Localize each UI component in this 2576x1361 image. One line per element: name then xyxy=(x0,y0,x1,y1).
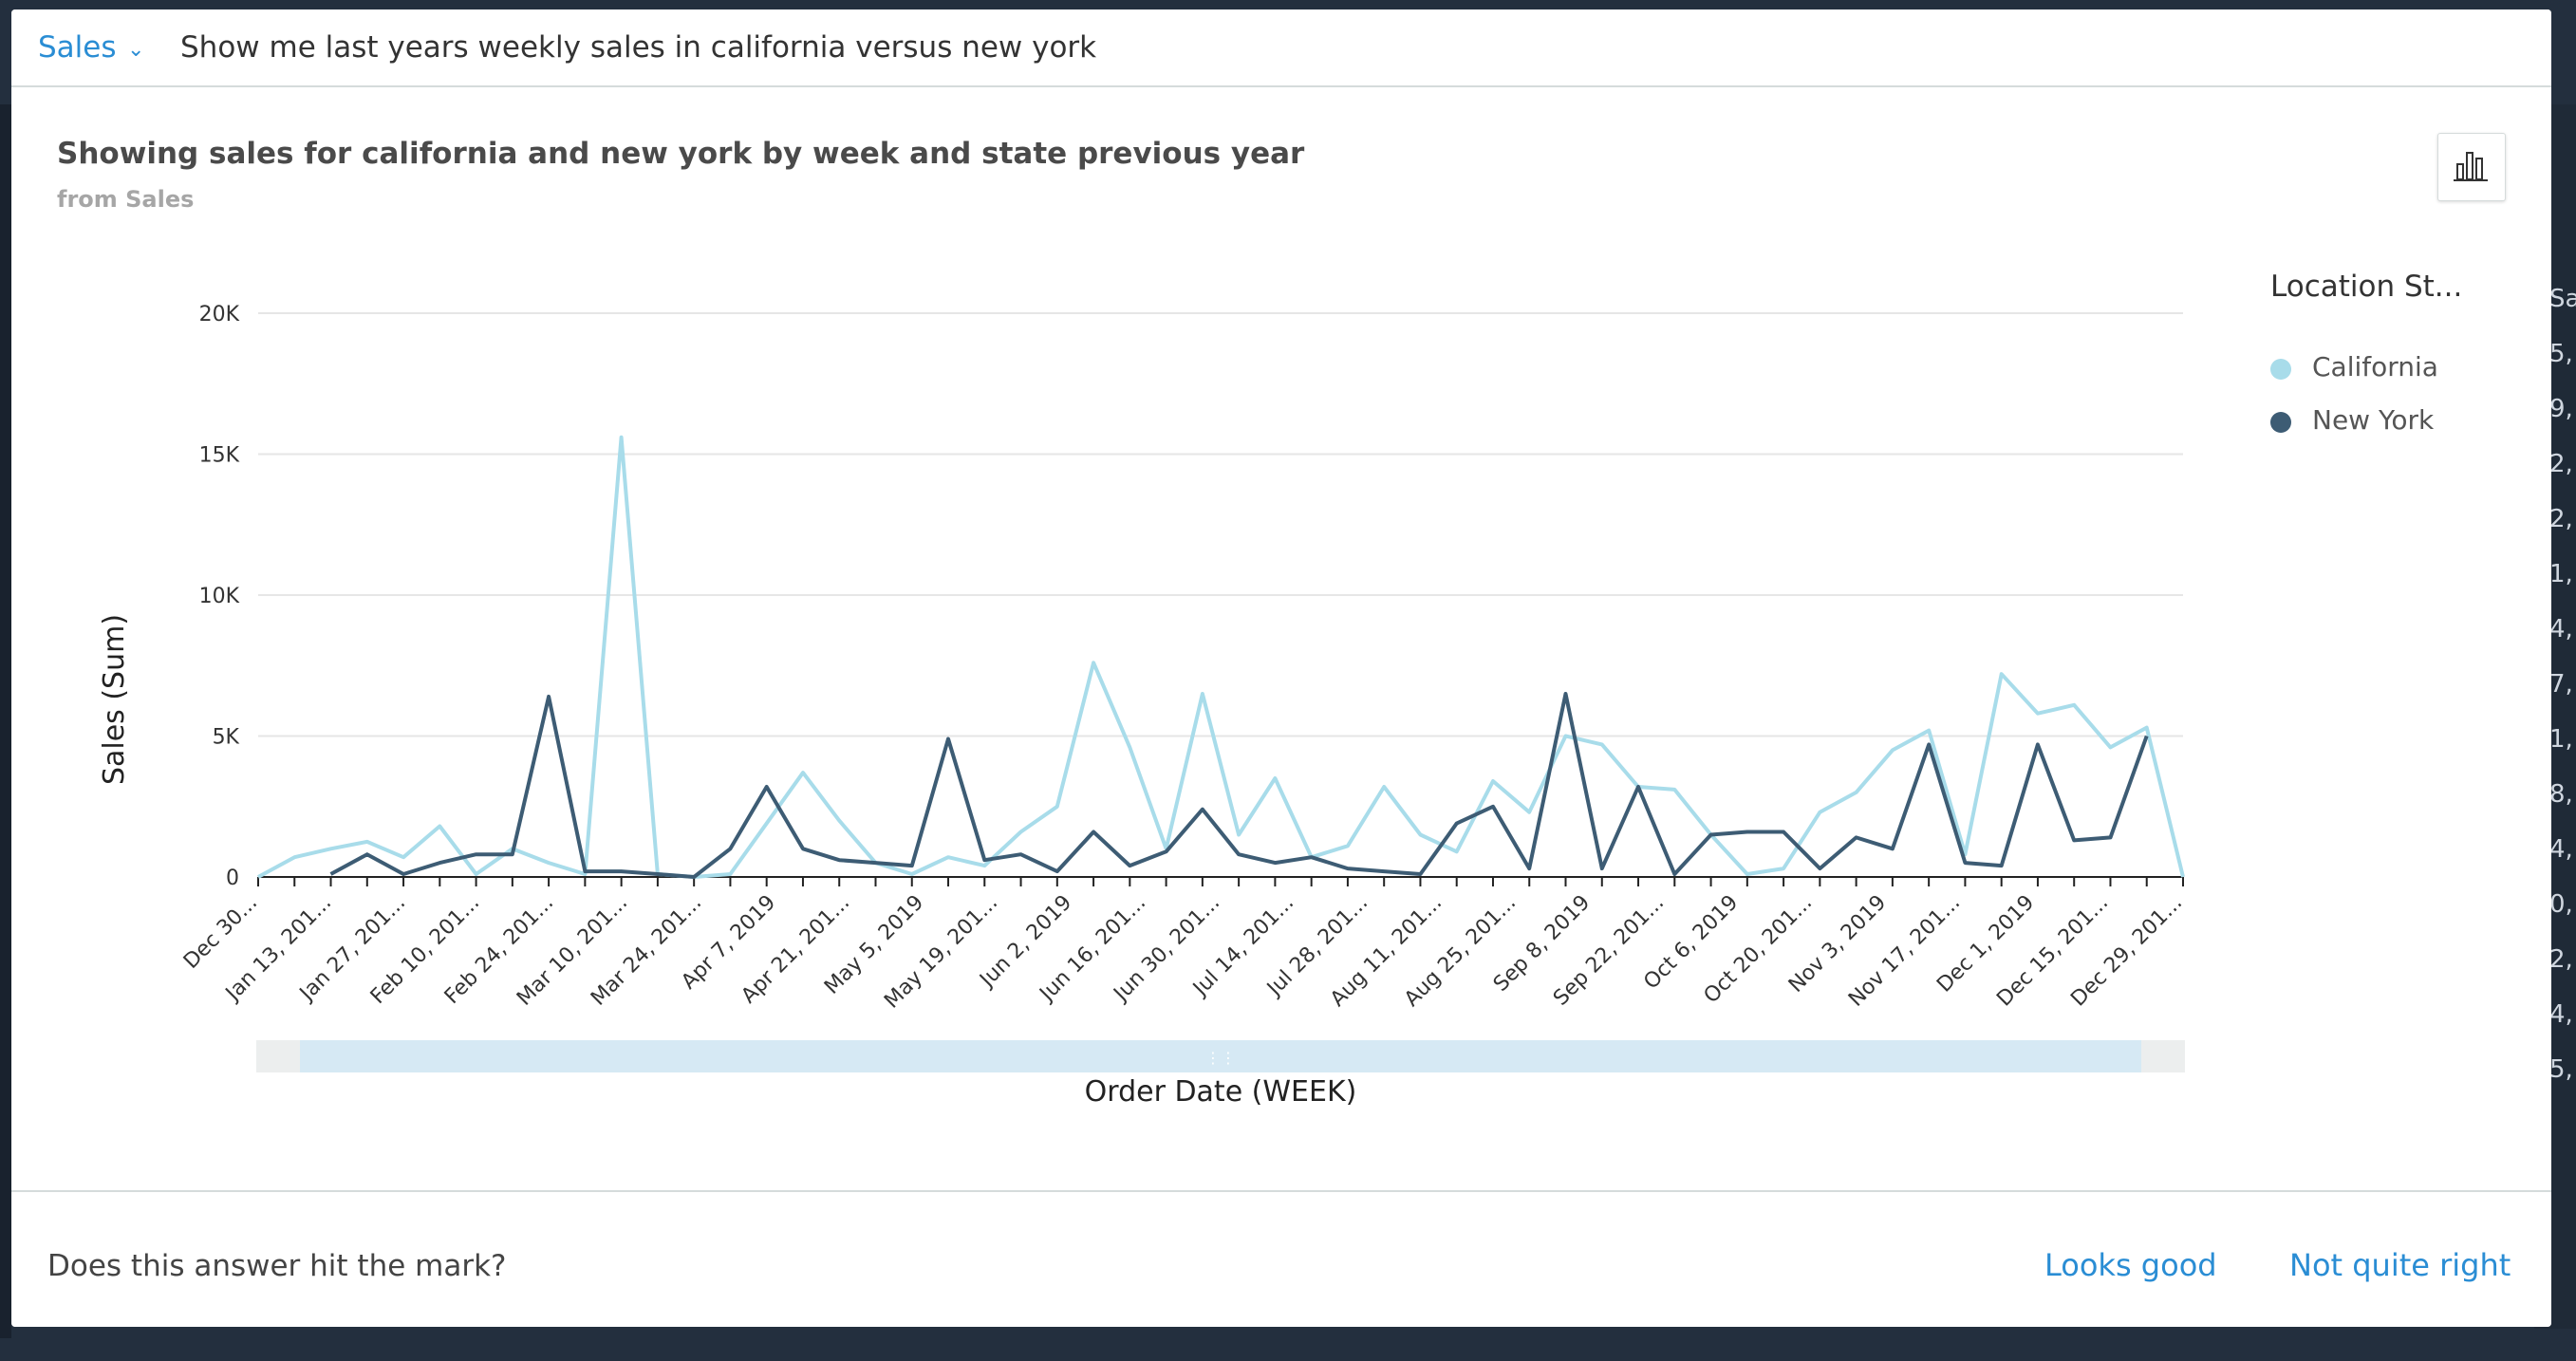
range-slider-left-handle[interactable] xyxy=(256,1040,300,1072)
looks-good-button[interactable]: Looks good xyxy=(2044,1247,2217,1283)
feedback-question: Does this answer hit the mark? xyxy=(47,1249,507,1283)
background-value: 9, xyxy=(2549,395,2573,423)
background-value: 2, xyxy=(2549,505,2573,533)
range-slider-selection[interactable] xyxy=(300,1040,2141,1072)
topic-selector[interactable]: Sales xyxy=(38,30,117,65)
range-slider-grip-icon[interactable]: ⋮⋮ xyxy=(1205,1049,1236,1067)
y-tick-label: 5K xyxy=(213,726,240,750)
background-value: 5, xyxy=(2549,1055,2573,1084)
background-value: 4, xyxy=(2549,615,2573,643)
legend-label-new-york: New York xyxy=(2312,404,2435,436)
y-tick-label: 10K xyxy=(199,585,240,608)
chart-type-button[interactable] xyxy=(2437,133,2506,201)
bar-chart-icon xyxy=(2454,152,2488,181)
legend-label-california: California xyxy=(2312,351,2438,382)
y-axis-title: Sales (Sum) xyxy=(98,614,131,785)
background-value: 2, xyxy=(2549,450,2573,478)
not-quite-right-button[interactable]: Not quite right xyxy=(2289,1247,2511,1283)
chevron-down-icon[interactable]: ⌄ xyxy=(127,38,145,62)
background-value: 1, xyxy=(2549,560,2573,588)
answer-source: from Sales xyxy=(57,186,195,213)
background-left-panel xyxy=(0,104,11,1338)
background-value: 4, xyxy=(2549,1000,2573,1029)
feedback-bar: Does this answer hit the mark? Looks goo… xyxy=(11,1190,2551,1327)
y-tick-label: 20K xyxy=(199,303,240,326)
y-tick-label: 15K xyxy=(199,444,240,468)
background-value: 8, xyxy=(2549,780,2573,809)
answer-dialog: Sales ⌄ Show me last years weekly sales … xyxy=(11,9,2551,1327)
background-value: 2, xyxy=(2549,945,2573,974)
series-line-new-york[interactable] xyxy=(329,692,2149,879)
query-input[interactable]: Show me last years weekly sales in calif… xyxy=(180,30,1097,65)
series-line-california[interactable] xyxy=(257,435,2185,879)
range-slider-right-handle[interactable] xyxy=(2141,1040,2185,1072)
x-axis-title: Order Date (WEEK) xyxy=(1085,1075,1357,1109)
legend-title: Location St... xyxy=(2270,270,2463,304)
background-value: 0, xyxy=(2549,890,2573,919)
background-value: 1, xyxy=(2549,725,2573,754)
background-value: 5, xyxy=(2549,340,2573,368)
legend-dot-new-york xyxy=(2270,412,2291,433)
query-bar: Sales ⌄ Show me last years weekly sales … xyxy=(11,9,2551,87)
legend-dot-california xyxy=(2270,359,2291,380)
background-value: Sa xyxy=(2549,285,2576,313)
answer-title: Showing sales for california and new yor… xyxy=(57,137,1305,171)
background-value: 7, xyxy=(2549,670,2573,699)
y-tick-label: 0 xyxy=(226,867,239,890)
background-value: 4, xyxy=(2549,835,2573,864)
